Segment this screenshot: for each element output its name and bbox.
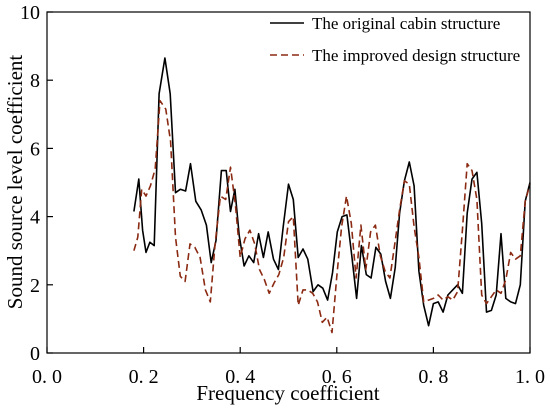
y-tick-label: 0 (30, 343, 40, 365)
x-tick-label: 0. 8 (418, 366, 448, 388)
legend-label-original: The original cabin structure (312, 14, 500, 33)
y-tick-label: 8 (30, 70, 40, 92)
x-tick-label: 0. 6 (322, 366, 352, 388)
y-tick-label: 10 (20, 2, 40, 24)
y-tick-label: 4 (30, 207, 40, 229)
series-layer (133, 57, 531, 334)
plot-frame (46, 11, 531, 354)
ticks-layer: 0. 0 0. 2 0. 4 0. 6 0. 8 1. 0 0 2 4 6 8 10 (20, 2, 545, 388)
y-tick-label: 2 (30, 275, 40, 297)
legend-label-improved: The improved design structure (312, 46, 520, 65)
y-tick-label: 6 (30, 138, 40, 160)
series-line-original (133, 57, 531, 327)
x-tick-label: 0. 2 (129, 366, 159, 388)
x-tick-label: 1. 0 (515, 366, 545, 388)
x-tick-label: 0. 4 (225, 366, 255, 388)
legend: The original cabin structure The improve… (270, 14, 520, 65)
y-axis-title: Sound source level coefficient (3, 55, 27, 310)
x-axis-title: Frequency coefficient (196, 381, 379, 405)
x-tick-label: 0. 0 (32, 366, 62, 388)
series-line-improved (133, 99, 531, 334)
